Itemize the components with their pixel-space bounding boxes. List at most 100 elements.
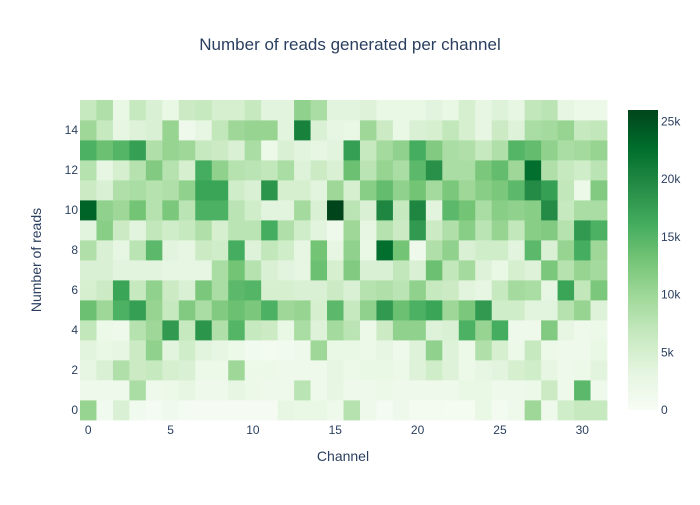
heatmap-cell: [541, 180, 558, 201]
heatmap-cell: [195, 380, 213, 401]
heatmap-cell: [261, 120, 279, 141]
heatmap-cell: [211, 220, 229, 241]
heatmap-cell: [129, 380, 147, 401]
heatmap-cell: [112, 400, 130, 421]
heatmap-cell: [491, 260, 509, 281]
heatmap-cell: [409, 320, 427, 341]
heatmap-cell: [294, 360, 311, 381]
heatmap-cell: [195, 180, 213, 201]
heatmap-cell: [376, 180, 394, 201]
heatmap-cell: [524, 340, 542, 361]
heatmap-cell: [376, 320, 394, 341]
heatmap-cell: [475, 120, 493, 141]
heatmap-cell: [261, 240, 279, 261]
heatmap-cell: [80, 140, 97, 161]
heatmap-cell: [557, 140, 575, 161]
heatmap-cell: [112, 120, 130, 141]
heatmap-cell: [228, 160, 246, 181]
heatmap-cell: [162, 360, 180, 381]
heatmap-cell: [178, 320, 196, 341]
heatmap-cell: [162, 220, 180, 241]
heatmap-cell: [261, 260, 279, 281]
heatmap-cell: [508, 180, 526, 201]
heatmap-cell: [211, 260, 229, 281]
heatmap-cell: [425, 200, 443, 221]
heatmap-cell: [112, 300, 130, 321]
heatmap-cell: [409, 400, 427, 421]
heatmap-cell: [211, 180, 229, 201]
heatmap-cell: [244, 340, 262, 361]
heatmap-cell: [277, 180, 295, 201]
heatmap-cell: [145, 300, 163, 321]
heatmap-cell: [425, 160, 443, 181]
colorbar-tick-label: 20k: [661, 172, 681, 186]
heatmap-cell: [162, 180, 180, 201]
heatmap-cell: [96, 240, 114, 261]
heatmap-cell: [359, 260, 377, 281]
heatmap-cell: [112, 260, 130, 281]
heatmap-cell: [491, 320, 509, 341]
x-axis-ticks: 0 5 10 15 20 25 30: [85, 423, 589, 437]
heatmap-cell: [277, 140, 295, 161]
heatmap-cell: [359, 300, 377, 321]
heatmap-cell: [162, 120, 180, 141]
heatmap-cell: [294, 280, 311, 301]
heatmap-cell: [145, 380, 163, 401]
heatmap-cell: [310, 300, 328, 321]
heatmap-cell: [162, 200, 180, 221]
heatmap-cell: [277, 100, 295, 121]
heatmap-cell: [524, 360, 542, 381]
heatmap-cell: [327, 360, 344, 381]
heatmap-cell: [129, 340, 147, 361]
heatmap-cell: [211, 380, 229, 401]
heatmap-cell: [228, 260, 246, 281]
heatmap-cell: [557, 220, 575, 241]
heatmap-cell: [458, 320, 476, 341]
heatmap-cell: [557, 340, 575, 361]
heatmap-cell: [112, 380, 130, 401]
heatmap-cell: [211, 140, 229, 161]
heatmap-cell: [557, 200, 575, 221]
heatmap-cell: [376, 300, 394, 321]
heatmap-cell: [491, 340, 509, 361]
y-tick-label: 12: [65, 163, 79, 177]
heatmap-cell: [228, 140, 246, 161]
heatmap-cell: [80, 120, 97, 141]
x-tick-label: 30: [576, 423, 590, 437]
x-tick-label: 5: [167, 423, 174, 437]
heatmap-cell: [425, 180, 443, 201]
colorbar: [628, 110, 658, 410]
heatmap-cell: [508, 400, 526, 421]
heatmap-cell: [327, 260, 344, 281]
heatmap-cell: [458, 200, 476, 221]
heatmap-cell: [524, 200, 542, 221]
heatmap-cell: [310, 400, 328, 421]
heatmap-cell: [261, 360, 279, 381]
heatmap-cell: [442, 280, 460, 301]
heatmap-cell: [590, 340, 608, 361]
heatmap-cell: [557, 300, 575, 321]
x-axis-title: Channel: [317, 448, 369, 464]
heatmap-cell: [145, 220, 163, 241]
heatmap-cell: [277, 340, 295, 361]
heatmap-cell: [294, 240, 311, 261]
heatmap-cell: [129, 120, 147, 141]
heatmap-cell: [129, 140, 147, 161]
heatmap-cell: [425, 100, 443, 121]
heatmap-cell: [359, 120, 377, 141]
heatmap-cell: [392, 400, 410, 421]
heatmap-cell: [162, 140, 180, 161]
heatmap-cell: [112, 320, 130, 341]
heatmap-cell: [310, 200, 328, 221]
heatmap-cell: [475, 140, 493, 161]
heatmap-cell: [96, 360, 114, 381]
heatmap-cell: [244, 120, 262, 141]
heatmap-cell: [294, 380, 311, 401]
heatmap-cell: [244, 260, 262, 281]
heatmap-cell: [409, 300, 427, 321]
heatmap-cell: [195, 220, 213, 241]
heatmap-cell: [557, 380, 575, 401]
heatmap-cell: [261, 300, 279, 321]
heatmap-cell: [310, 280, 328, 301]
heatmap-cell: [162, 100, 180, 121]
